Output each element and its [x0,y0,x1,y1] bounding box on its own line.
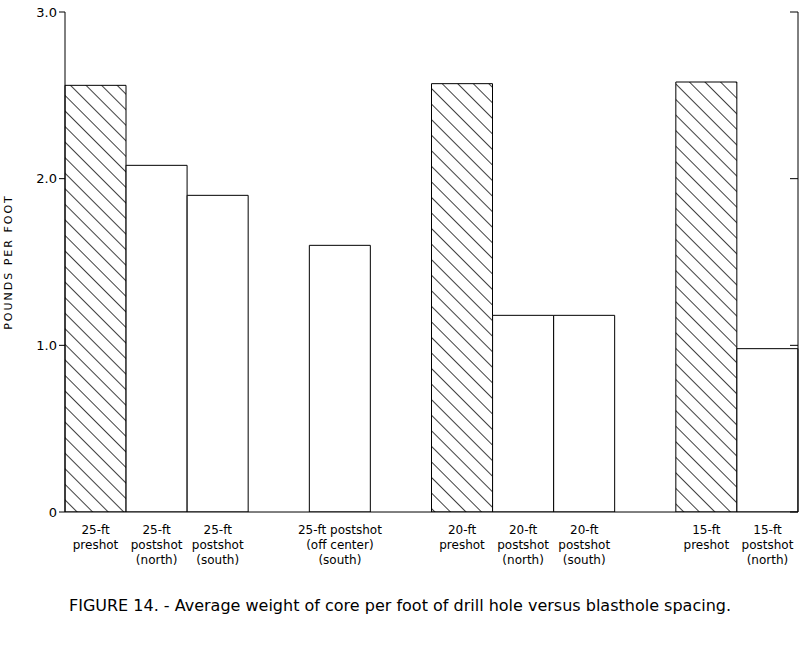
svg-text:25-ftpostshot(north): 25-ftpostshot(north) [131,523,183,567]
svg-text:20-ftpreshot: 20-ftpreshot [439,523,485,552]
svg-text:15-ftpreshot: 15-ftpreshot [684,523,730,552]
svg-text:2.0: 2.0 [36,171,57,186]
svg-text:25-ft postshot(off center)(sou: 25-ft postshot(off center)(south) [298,523,382,567]
svg-text:0: 0 [49,505,57,520]
svg-text:20-ftpostshot(south): 20-ftpostshot(south) [558,523,610,567]
svg-text:25-ftpostshot(south): 25-ftpostshot(south) [192,523,244,567]
svg-text:1.0: 1.0 [36,338,57,353]
svg-text:3.0: 3.0 [36,5,57,20]
svg-text:25-ftpreshot: 25-ftpreshot [73,523,119,552]
svg-text:20-ftpostshot(north): 20-ftpostshot(north) [497,523,549,567]
svg-text:POUNDS PER FOOT: POUNDS PER FOOT [8,194,15,330]
svg-text:15-ftpostshot(north): 15-ftpostshot(north) [742,523,792,567]
html-text:FIGURE 14. - Average weight of: FIGURE 14. - Average weight of core per … [69,596,731,615]
